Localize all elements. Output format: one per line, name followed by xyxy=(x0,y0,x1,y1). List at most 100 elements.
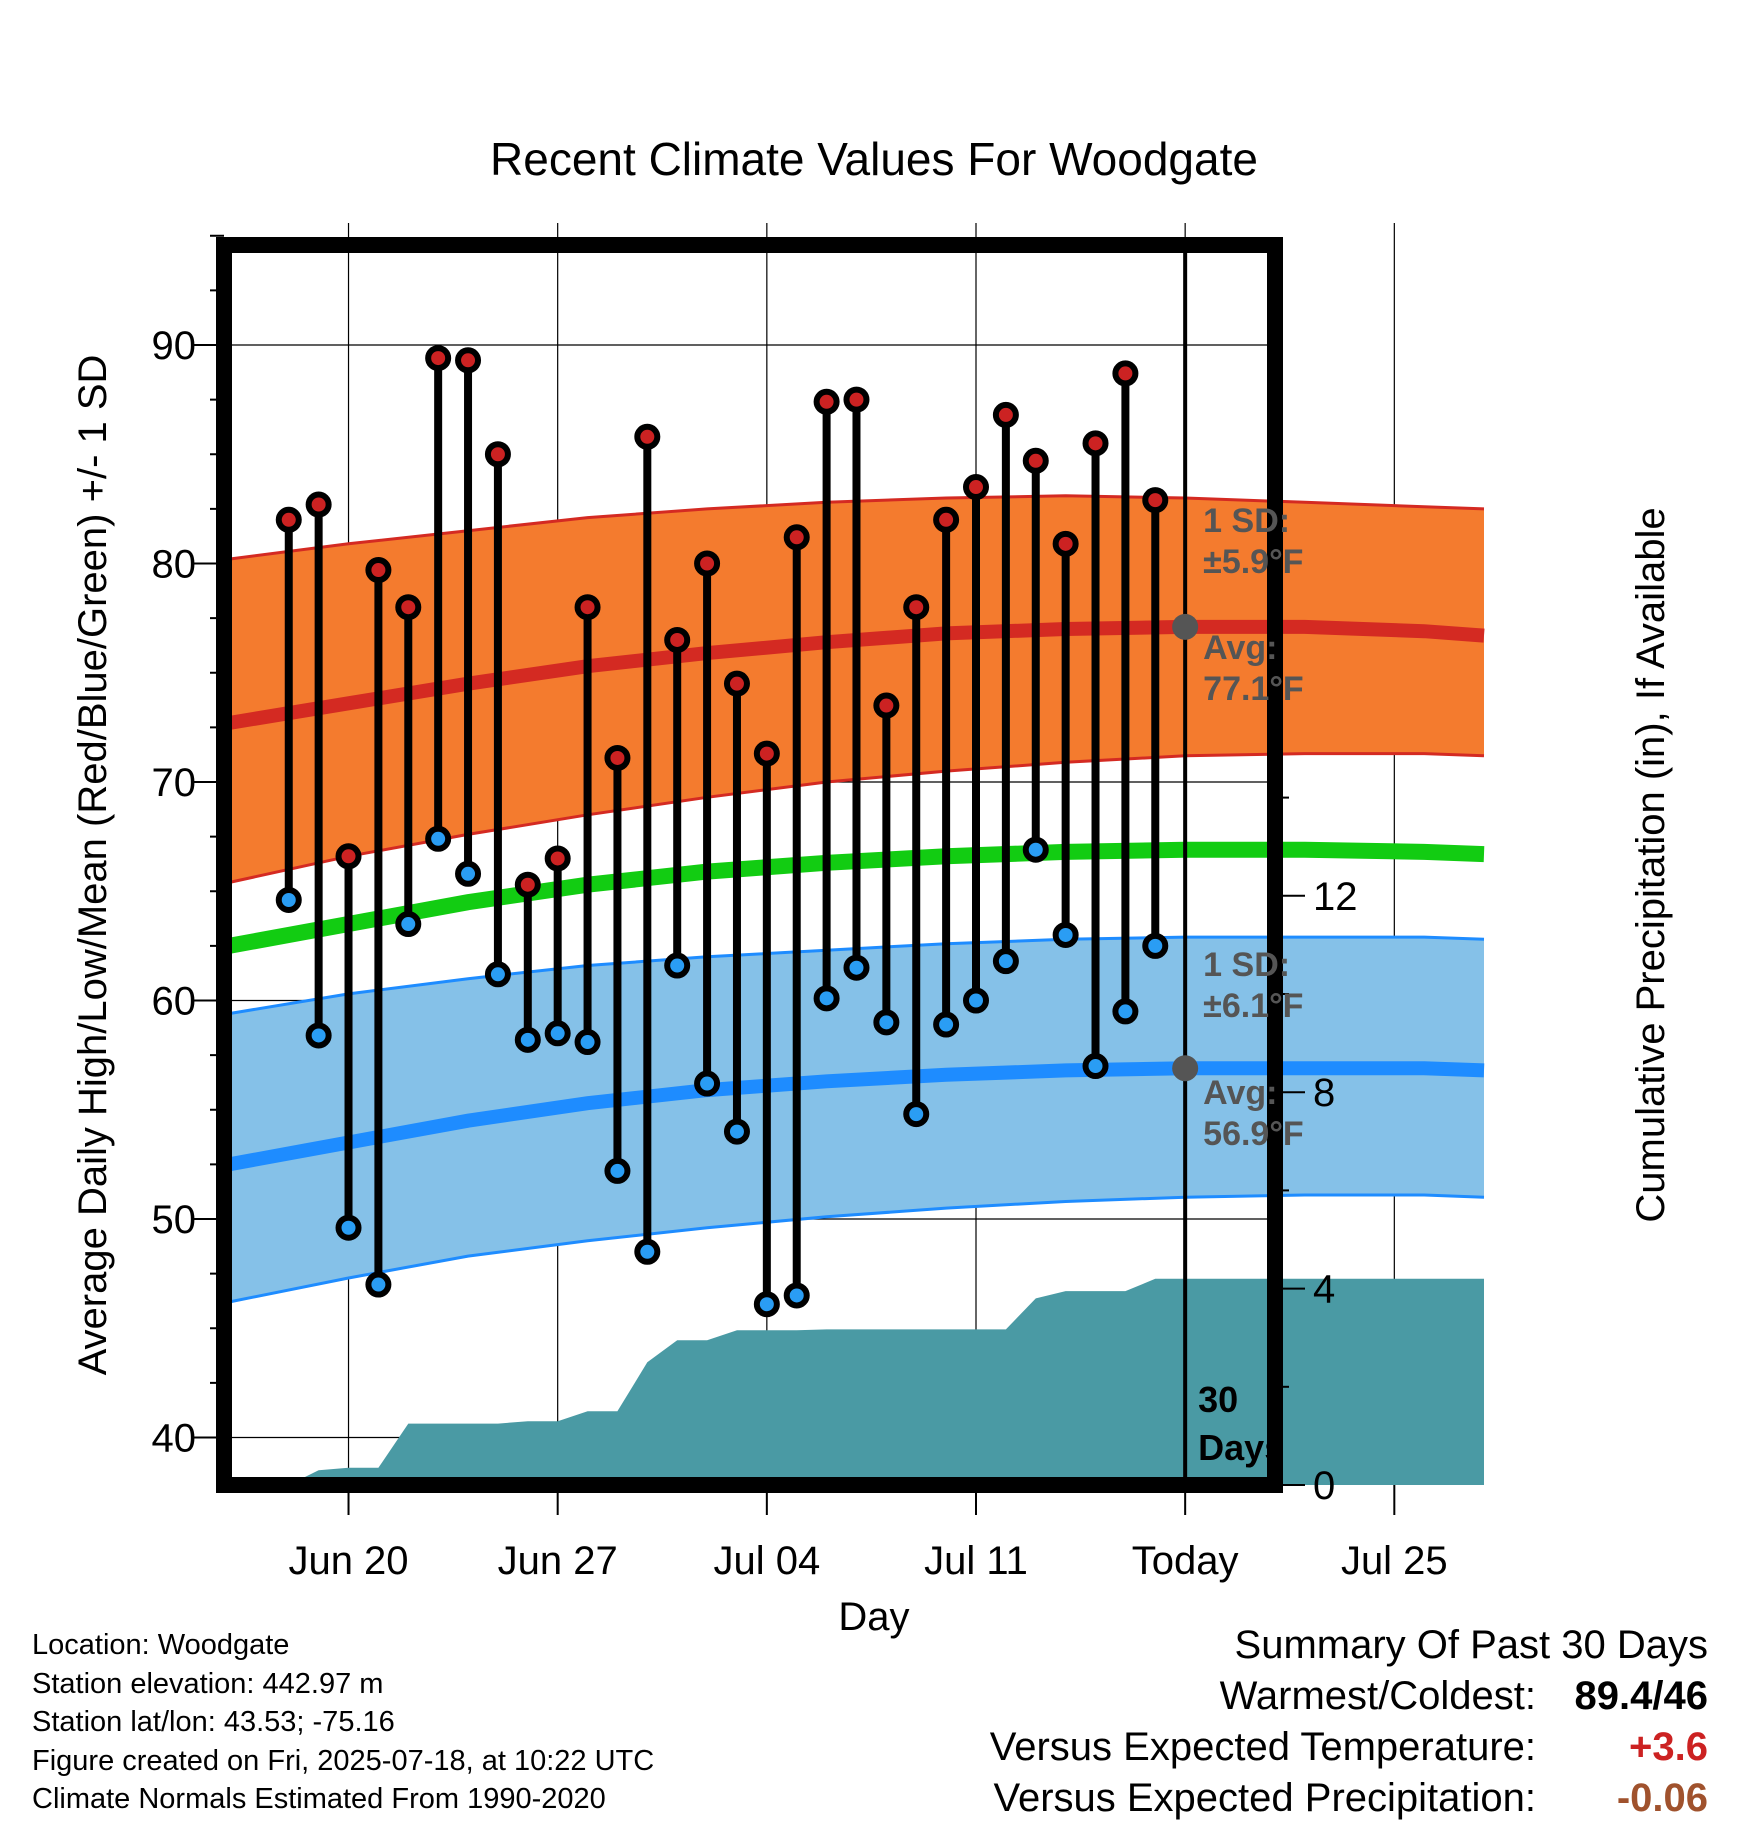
warmest-coldest-label: Warmest/Coldest: xyxy=(1219,1674,1536,1718)
low-point xyxy=(694,1070,721,1097)
low-point xyxy=(335,1214,362,1241)
high-point xyxy=(1052,530,1079,557)
high-point xyxy=(723,670,750,697)
low-point xyxy=(783,1282,810,1309)
low-point xyxy=(544,1020,571,1047)
warmest-coldest-value: 89.4/46 xyxy=(1574,1674,1708,1718)
high-point xyxy=(574,594,601,621)
plot-border xyxy=(216,237,1283,1493)
temp-anomaly-row: Versus Expected Temperature: +3.6 xyxy=(990,1722,1708,1773)
low-point xyxy=(753,1291,780,1318)
low-avg-line xyxy=(227,1061,1485,1172)
x-axis-label: Day xyxy=(838,1595,909,1639)
y-right-tick-label: 4 xyxy=(1313,1268,1335,1312)
days-word-label: Days xyxy=(1198,1427,1284,1468)
y-axis-right-label: Cumulative Precipitation (in), If Availa… xyxy=(1629,507,1673,1222)
low-point xyxy=(425,825,452,852)
today-avg-low-marker xyxy=(1172,1055,1199,1082)
low-point xyxy=(903,1101,930,1128)
high-point xyxy=(634,423,661,450)
warmest-coldest-row: Warmest/Coldest: 89.4/46 xyxy=(990,1671,1708,1722)
y-left-tick-label: 80 xyxy=(152,543,197,587)
high-point xyxy=(753,740,780,767)
created-line: Figure created on Fri, 2025-07-18, at 10… xyxy=(32,1744,655,1777)
station-info: Location: Woodgate Station elevation: 44… xyxy=(32,1626,654,1819)
y-left-tick-label: 50 xyxy=(152,1198,197,1242)
temp-anomaly-label: Versus Expected Temperature: xyxy=(989,1725,1536,1769)
high-avg-value: 77.1°F xyxy=(1203,670,1304,708)
low-lower-line xyxy=(228,1193,1485,1304)
y-right-tick-label: 8 xyxy=(1313,1071,1335,1115)
high-point xyxy=(425,345,452,372)
low-point xyxy=(664,952,691,979)
high-avg-line xyxy=(227,619,1485,730)
low-point xyxy=(484,961,511,988)
high-point xyxy=(843,386,870,413)
low-sd-band xyxy=(229,937,1484,1302)
low-sd-value: ±6.1°F xyxy=(1203,987,1303,1025)
low-avg-value: 56.9°F xyxy=(1203,1115,1304,1153)
low-point xyxy=(963,987,989,1014)
y-right-tick-label: 0 xyxy=(1313,1464,1335,1508)
low-point xyxy=(1052,921,1079,948)
low-avg-label: Avg: xyxy=(1203,1074,1277,1112)
low-point xyxy=(1142,932,1169,959)
low-point xyxy=(365,1271,392,1298)
axis-ticks: 40 50 60 70 80 90 0 4 8 12 Jun 20 Jun 27 Jul 04 Jul 1… xyxy=(152,234,1448,1583)
high-avg-label: Avg: xyxy=(1203,629,1277,667)
high-point xyxy=(455,347,482,374)
low-point xyxy=(933,1011,960,1038)
high-point xyxy=(1142,487,1169,514)
low-point xyxy=(843,954,870,981)
low-point xyxy=(275,886,302,913)
temp-anomaly-value: +3.6 xyxy=(1629,1725,1708,1769)
low-point xyxy=(604,1157,631,1184)
low-point xyxy=(574,1029,601,1056)
today-avg-high-marker xyxy=(1172,613,1199,640)
precip-anomaly-value: -0.06 xyxy=(1616,1776,1708,1820)
high-point xyxy=(992,401,1019,428)
y-right-tick-label: 12 xyxy=(1313,875,1358,919)
low-point xyxy=(1022,836,1049,863)
latlon-line: Station lat/lon: 43.53; -75.16 xyxy=(32,1706,395,1738)
plot-frame xyxy=(216,237,1283,1493)
high-point xyxy=(873,692,900,719)
high-upper-line xyxy=(228,494,1485,561)
summary-panel: Summary Of Past 30 Days Warmest/Coldest:… xyxy=(990,1620,1708,1824)
x-tick-label: Today xyxy=(1132,1539,1239,1583)
y-left-tick-label: 70 xyxy=(152,761,197,805)
precip-anomaly-label: Versus Expected Precipitation: xyxy=(993,1776,1536,1820)
low-point xyxy=(634,1238,661,1265)
high-point xyxy=(1022,447,1049,474)
low-point xyxy=(992,948,1019,975)
y-left-tick-label: 60 xyxy=(152,980,197,1024)
high-point xyxy=(694,550,721,577)
high-point xyxy=(395,594,422,621)
high-point xyxy=(783,524,810,551)
high-point xyxy=(514,871,541,898)
today-marker-group xyxy=(1172,245,1199,1485)
high-point xyxy=(1082,430,1109,457)
low-point xyxy=(1112,998,1139,1025)
precip-area xyxy=(258,1278,1484,1485)
precipitation-area xyxy=(258,1278,1484,1485)
high-point xyxy=(604,744,631,771)
x-tick-label: Jun 27 xyxy=(498,1539,618,1583)
x-tick-label: Jul 04 xyxy=(713,1539,820,1583)
high-point xyxy=(933,506,960,533)
low-point xyxy=(813,985,840,1012)
high-point xyxy=(544,845,571,872)
high-point xyxy=(305,491,332,518)
low-point xyxy=(1082,1053,1109,1080)
y-left-tick-label: 90 xyxy=(152,324,197,368)
x-tick-label: Jun 20 xyxy=(288,1539,408,1583)
chart-title: Recent Climate Values For Woodgate xyxy=(490,133,1258,185)
high-point xyxy=(484,441,511,468)
low-point xyxy=(873,1009,900,1036)
high-point xyxy=(275,506,302,533)
low-point xyxy=(395,911,422,938)
daily-range-stems xyxy=(284,358,1160,1305)
high-point xyxy=(335,843,362,870)
high-point xyxy=(903,594,930,621)
low-point xyxy=(305,1022,332,1049)
